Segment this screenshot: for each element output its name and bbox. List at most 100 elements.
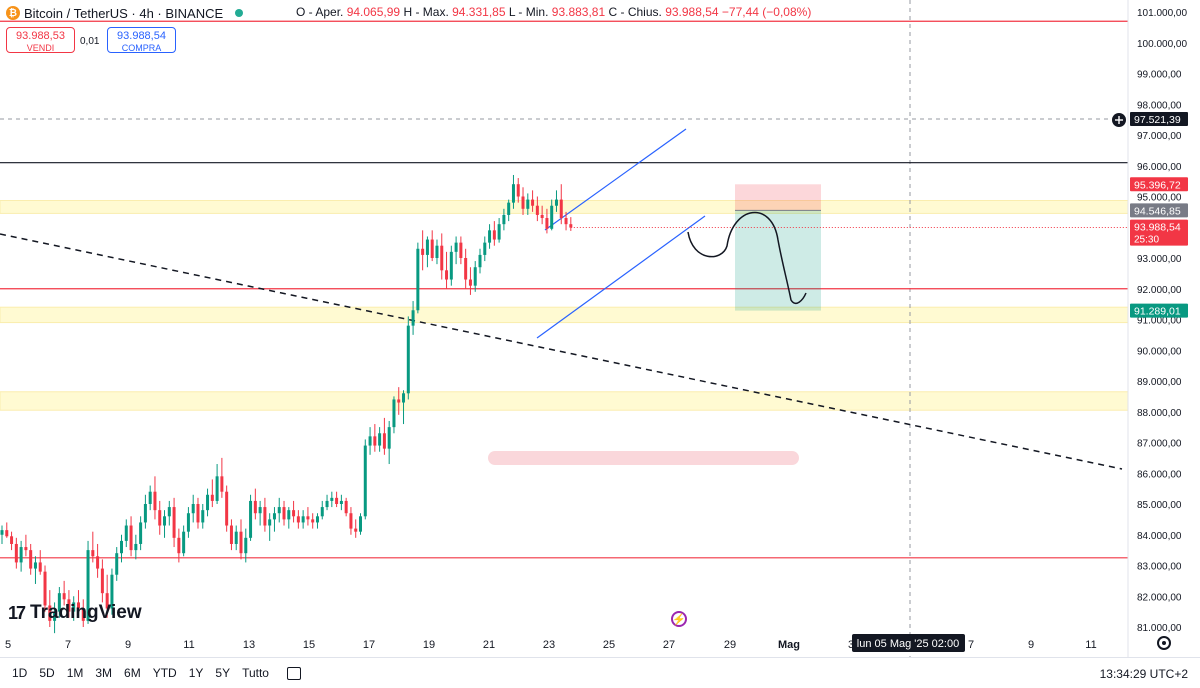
projection-path[interactable] <box>687 211 807 305</box>
sell-label: VENDI <box>26 43 55 53</box>
range-5y[interactable]: 5Y <box>215 666 231 680</box>
price-tick-label: 89.000,00 <box>1137 377 1182 388</box>
candle-body <box>268 519 272 526</box>
tradingview-mark-icon: 17 <box>8 602 26 623</box>
candle-body <box>225 491 229 526</box>
time-tick-label: 23 <box>543 639 555 651</box>
price-label-box <box>1130 219 1188 246</box>
price-tick-label: 95.000,00 <box>1137 193 1182 204</box>
candle-body <box>545 218 549 229</box>
price-tick-label: 90.000,00 <box>1137 346 1182 357</box>
candle-body <box>220 476 224 492</box>
clock-time[interactable]: 13:34:29 UTC+2 <box>1099 667 1188 681</box>
open-value: 94.065,99 <box>346 5 401 19</box>
calendar-icon[interactable] <box>286 666 301 680</box>
price-label-box <box>1130 203 1188 218</box>
symbol-header[interactable]: ₿ Bitcoin / TetherUS · 4h · BINANCE <box>6 4 244 22</box>
range-all[interactable]: Tutto <box>242 666 269 680</box>
time-tick-label: 15 <box>303 639 315 651</box>
candle-body <box>201 510 205 523</box>
range-ytd[interactable]: YTD <box>152 666 177 680</box>
candle-body <box>249 500 253 538</box>
candle-body <box>497 224 501 240</box>
price-label-text: 97.521,39 <box>1134 114 1181 126</box>
tradingview-logo[interactable]: 17 TradingView <box>8 602 142 624</box>
candle-body <box>229 525 233 544</box>
candle-body <box>196 504 200 523</box>
zone-2[interactable] <box>0 391 1129 411</box>
buy-button[interactable]: 93.988,54 COMPRA <box>107 27 176 53</box>
add-alert-button[interactable] <box>1112 113 1126 127</box>
price-tick-label: 86.000,00 <box>1137 469 1182 480</box>
zone-1[interactable] <box>0 306 1129 324</box>
sell-button[interactable]: 93.988,53 VENDI <box>6 27 75 53</box>
lightning-icon[interactable]: ⚡ <box>671 611 687 627</box>
candle-body <box>38 562 42 572</box>
channel-upper-line[interactable] <box>544 128 687 231</box>
candle-body <box>120 540 123 554</box>
price-label-text: 91.289,01 <box>1134 306 1181 318</box>
price-label-text: 95.396,72 <box>1134 179 1181 191</box>
channel-lower-line[interactable] <box>536 215 706 339</box>
candle-body <box>378 433 382 446</box>
price-tick-label: 82.000,00 <box>1137 592 1182 603</box>
candle-body <box>368 436 372 446</box>
candle-body <box>406 325 410 394</box>
zone-0[interactable] <box>0 199 1129 214</box>
time-axis[interactable]: 57911131517192123252729Mag357911 <box>0 630 1128 651</box>
market-status-icon[interactable] <box>235 9 244 17</box>
trendline-dashed[interactable] <box>0 233 1123 470</box>
candle-body <box>402 393 406 403</box>
candle-body <box>435 245 439 258</box>
candle-body <box>526 199 530 209</box>
candle-body <box>287 510 291 520</box>
price-tick-label: 98.000,00 <box>1137 100 1182 111</box>
candle-body <box>344 500 348 514</box>
candle-body <box>148 491 152 504</box>
price-tick-label: 99.000,00 <box>1137 70 1182 81</box>
candle-body <box>492 230 496 240</box>
symbol-title[interactable]: Bitcoin / TetherUS · 4h · BINANCE <box>24 5 224 21</box>
range-6m[interactable]: 6M <box>124 666 141 680</box>
parallel-channel[interactable] <box>536 128 706 339</box>
time-tick-label: 27 <box>663 639 675 651</box>
candle-body <box>53 611 57 621</box>
candle-body <box>483 242 487 255</box>
candle-body <box>325 500 329 508</box>
candle-body <box>139 522 143 544</box>
candle-body <box>425 239 429 255</box>
time-tick-label: 19 <box>423 639 435 651</box>
range-3m[interactable]: 3M <box>95 666 113 680</box>
candle-body <box>67 599 71 612</box>
candle-body <box>19 547 23 563</box>
take-profit-area[interactable] <box>735 210 821 311</box>
short-position-tool[interactable] <box>735 184 821 311</box>
demand-zone-marker[interactable] <box>488 451 799 465</box>
price-axis[interactable]: 101.000,00100.000,0099.000,0098.000,0097… <box>1127 0 1187 657</box>
candle-body <box>177 537 181 554</box>
price-tick-label: 101.000,00 <box>1137 8 1187 19</box>
range-1y[interactable]: 1Y <box>188 666 204 680</box>
stop-loss-area[interactable] <box>735 184 821 211</box>
candle-body <box>29 550 33 569</box>
range-1m[interactable]: 1M <box>66 666 84 680</box>
crosshair-time-label: lun 05 Mag '25 02:00 <box>852 634 965 652</box>
candle-body <box>115 553 119 575</box>
candle-body <box>449 251 453 280</box>
time-tick-label: 11 <box>183 639 194 651</box>
settings-gear-icon[interactable] <box>1157 636 1171 650</box>
time-tick-label: Mag <box>778 639 800 651</box>
candle-body <box>488 230 492 243</box>
ohlc-legend: O - Aper. 94.065,99 H - Max. 94.331,85 L… <box>296 5 811 19</box>
price-tick-label: 92.000,00 <box>1137 285 1182 296</box>
candle-body <box>143 504 147 523</box>
time-tick-label: 3 <box>848 639 854 651</box>
price-tick-label: 85.000,00 <box>1137 500 1182 511</box>
timeframe-bar: 1D 5D 1M 3M 6M YTD 1Y 5Y Tutto 13:34:29 … <box>0 657 1200 688</box>
range-5d[interactable]: 5D <box>39 666 55 680</box>
range-1d[interactable]: 1D <box>12 666 28 680</box>
close-value: 93.988,54 <box>665 5 719 19</box>
candle-body <box>535 205 539 215</box>
candle-body <box>0 530 4 535</box>
